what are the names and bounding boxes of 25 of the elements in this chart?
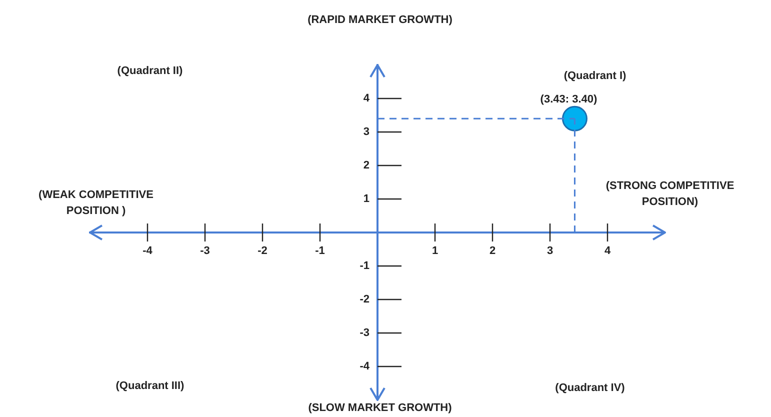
text: (RAPID MARKET GROWTH) bbox=[306, 13, 454, 28]
annotation: (Quadrant II) bbox=[116, 64, 184, 79]
x-tick-label: 4 bbox=[604, 245, 612, 258]
annotation: (Quadrant I) bbox=[562, 69, 628, 84]
text: (SLOW MARKET GROWTH) bbox=[307, 401, 453, 416]
x-tick-label: -1 bbox=[315, 245, 325, 258]
y-tick-label: 1 bbox=[363, 193, 370, 206]
x-tick-label: 3 bbox=[546, 245, 554, 258]
x-tick-label: -4 bbox=[142, 245, 154, 258]
annotation: (Quadrant IV) bbox=[554, 381, 626, 396]
data-label: (3.43: 3.40) bbox=[540, 94, 598, 106]
y-tick-label: -2 bbox=[360, 294, 370, 306]
x-tick-label: 2 bbox=[489, 245, 496, 258]
x-tick-label: 1 bbox=[432, 245, 438, 258]
y-tick-label: -1 bbox=[360, 260, 370, 272]
y-tick-label: -3 bbox=[360, 327, 370, 340]
annotation: (Quadrant III) bbox=[114, 379, 186, 394]
annotation: (STRONG COMPETITIVE POSITION) bbox=[604, 179, 736, 210]
y-tick-label: 3 bbox=[363, 126, 370, 138]
x-tick-label: -2 bbox=[258, 245, 268, 258]
y-tick-label: 4 bbox=[363, 92, 370, 105]
y-tick-label: -4 bbox=[360, 360, 370, 373]
y-tick-label: 2 bbox=[363, 160, 370, 172]
annotation: (WEAK COMPETITIVE POSITION ) bbox=[38, 188, 154, 219]
x-tick-label: -3 bbox=[200, 245, 210, 258]
